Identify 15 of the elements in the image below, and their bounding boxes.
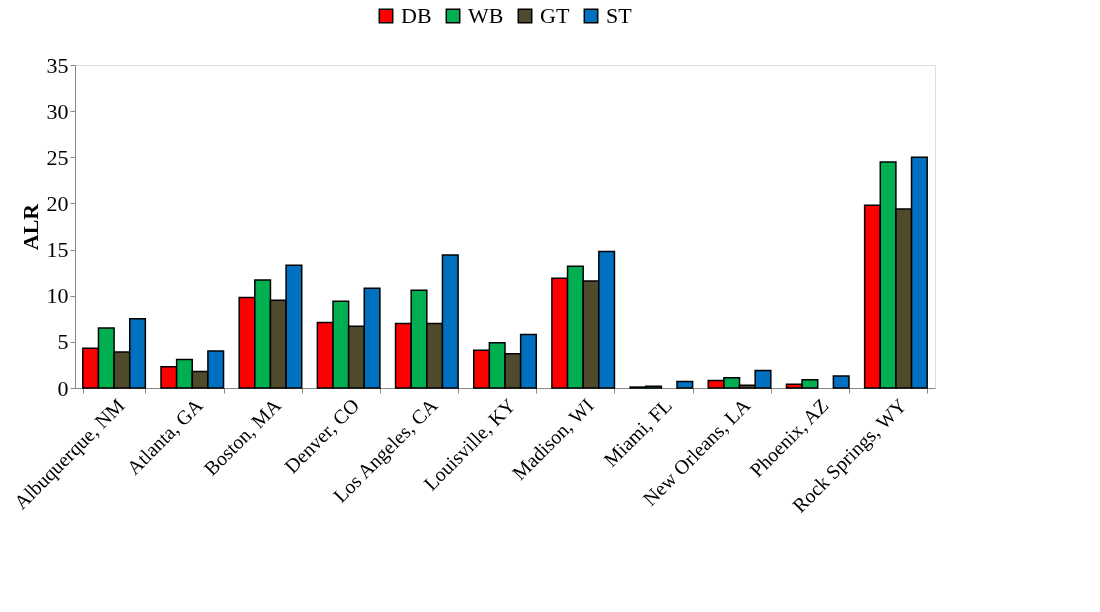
bar [832,375,850,389]
y-tick-label: 35 [46,52,69,78]
legend-label: DB [401,3,432,28]
y-tick-label: 20 [46,190,69,216]
legend-label: WB [468,3,504,28]
legend-label: ST [606,3,633,28]
y-tick-label: 15 [46,237,69,263]
y-tick-label: 0 [57,375,69,401]
legend-label: GT [540,3,570,28]
y-tick-label: 25 [46,144,69,170]
y-tick-label: 30 [46,98,69,124]
y-tick-label: 5 [57,329,69,355]
bar [676,380,694,389]
y-axis-title: ALR [17,202,43,251]
y-tick-label: 10 [46,283,69,309]
